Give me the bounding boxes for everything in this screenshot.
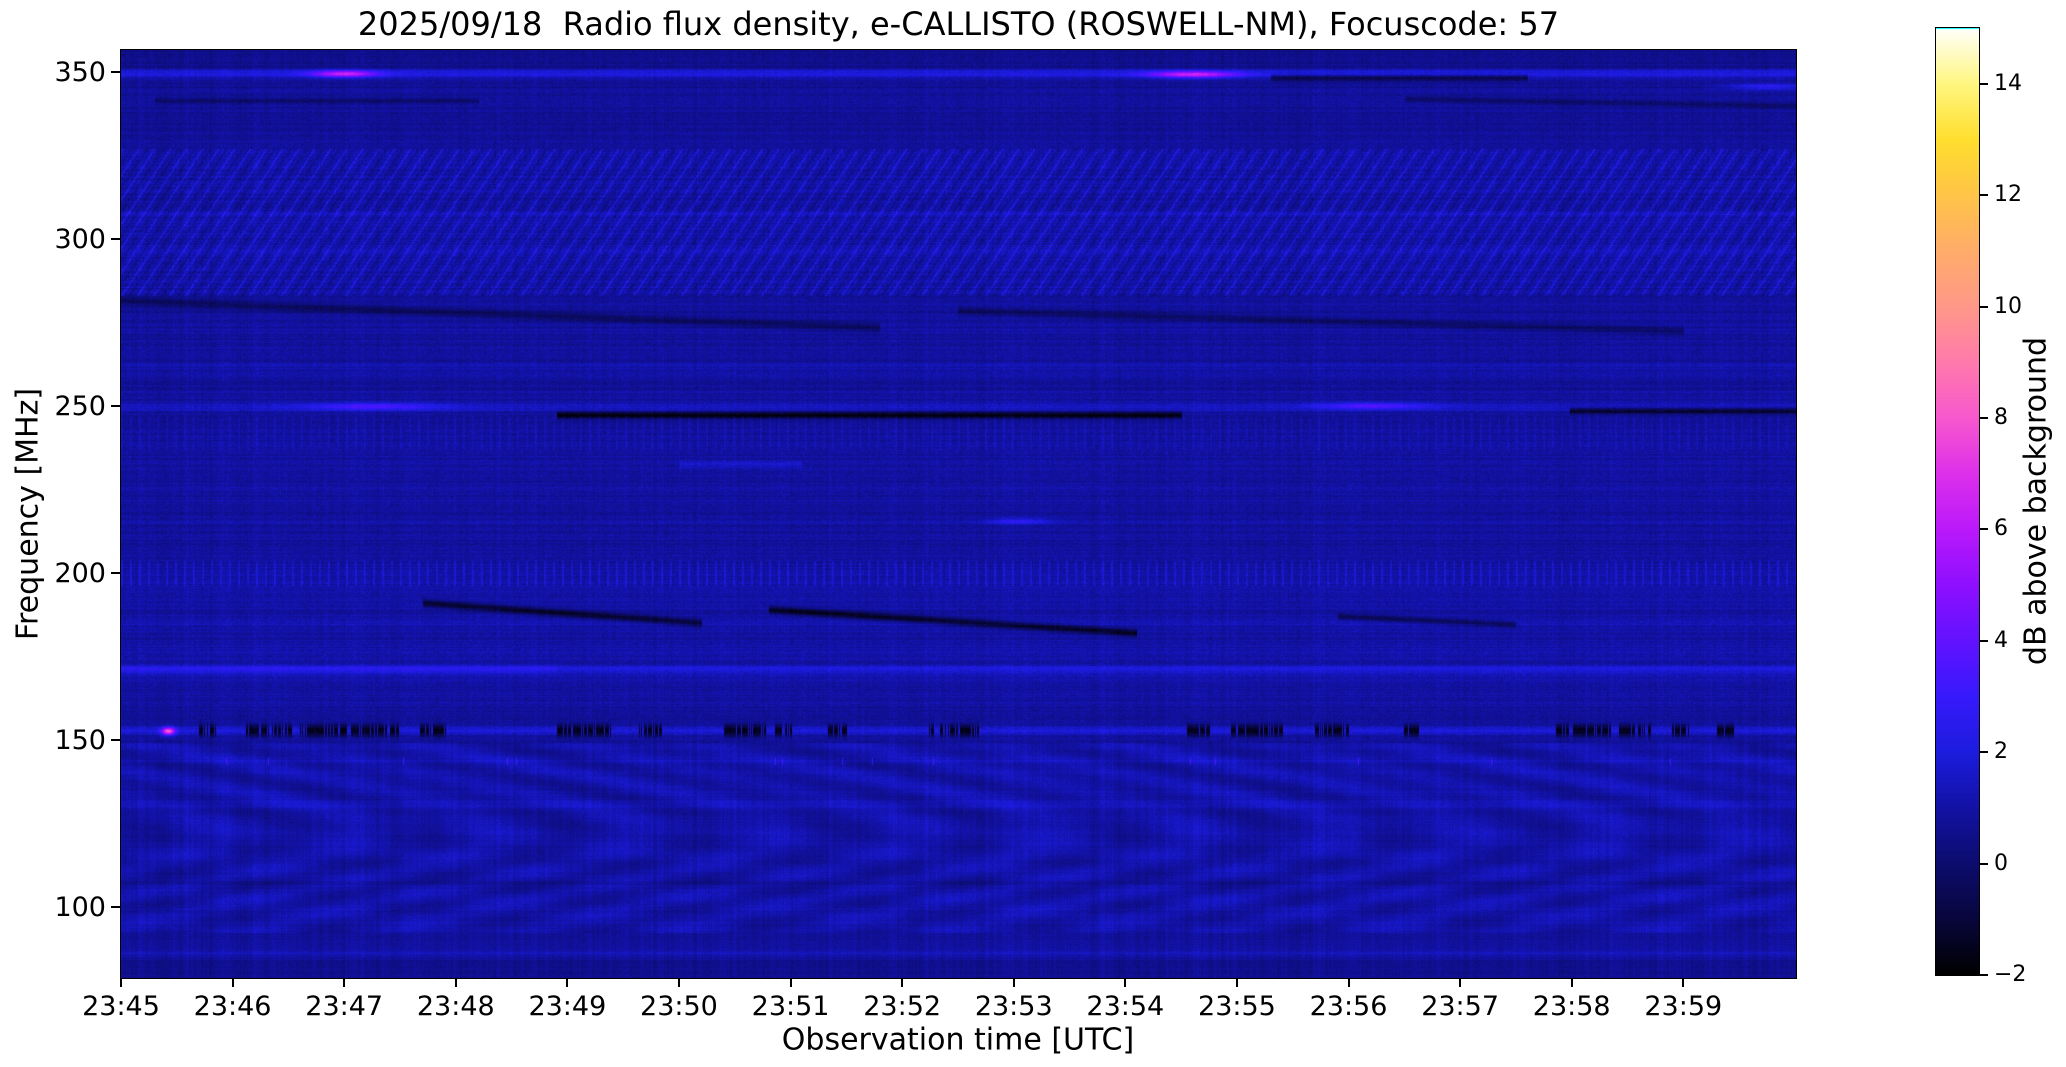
spectrogram-plot-area [120, 49, 1797, 979]
x-tick-label: 23:57 [1421, 991, 1499, 1022]
x-tick-label: 23:52 [863, 991, 942, 1022]
x-tick-label: 23:55 [1198, 991, 1276, 1022]
x-tick-mark [454, 978, 457, 987]
y-tick-label: 100 [54, 892, 106, 924]
colorbar-tick-label: 4 [1994, 627, 2008, 653]
y-tick-label: 250 [54, 391, 106, 423]
x-tick-label: 23:59 [1644, 991, 1723, 1022]
x-tick-mark [231, 978, 234, 987]
y-tick-mark [111, 405, 120, 408]
y-tick-mark [111, 238, 120, 241]
y-tick-mark [111, 906, 120, 909]
colorbar-tick-mark [1980, 862, 1988, 865]
colorbar-tick-mark [1980, 528, 1988, 531]
colorbar-tick-label: −2 [1994, 962, 2027, 987]
x-tick-mark [1570, 978, 1573, 987]
colorbar-tick-mark [1980, 305, 1988, 308]
y-tick-label: 150 [54, 725, 106, 757]
x-tick-label: 23:54 [1086, 991, 1165, 1022]
x-tick-label: 23:56 [1309, 991, 1388, 1022]
colorbar-tick-mark [1980, 416, 1988, 419]
y-tick-label: 200 [54, 558, 106, 590]
y-tick-mark [111, 739, 120, 742]
colorbar-tick-label: 2 [1994, 739, 2008, 765]
x-tick-mark [789, 978, 792, 987]
x-tick-mark [120, 978, 122, 987]
colorbar-tick-label: 8 [1994, 404, 2008, 430]
x-tick-label: 23:53 [974, 991, 1053, 1022]
colorbar-tick-mark [1980, 974, 1988, 976]
y-tick-label: 300 [54, 224, 106, 256]
x-tick-mark [1682, 978, 1685, 987]
x-tick-mark [1012, 978, 1015, 987]
colorbar-tick-mark [1980, 194, 1988, 197]
x-tick-mark [1124, 978, 1127, 987]
x-axis-label: Observation time [UTC] [781, 1022, 1135, 1058]
x-tick-label: 23:50 [640, 991, 718, 1022]
y-tick-mark [111, 71, 120, 74]
x-tick-label: 23:47 [305, 991, 384, 1022]
x-tick-mark [677, 978, 680, 987]
x-tick-label: 23:45 [82, 991, 160, 1022]
x-tick-mark [566, 978, 569, 987]
colorbar-tick-mark [1980, 751, 1988, 754]
x-tick-mark [1235, 978, 1238, 987]
x-tick-label: 23:48 [416, 991, 495, 1022]
colorbar-tick-label: 6 [1994, 516, 2008, 542]
colorbar-tick-label: 0 [1994, 850, 2008, 876]
colorbar-label: dB above background [2018, 336, 2054, 666]
colorbar-tick-label: 14 [1994, 70, 2022, 96]
y-tick-mark [111, 572, 120, 575]
x-tick-label: 23:49 [528, 991, 607, 1022]
x-tick-label: 23:58 [1532, 991, 1611, 1022]
chart-title: 2025/09/18 Radio flux density, e-CALLIST… [357, 5, 1560, 43]
spectrogram-canvas [121, 50, 1796, 978]
y-tick-label: 350 [54, 57, 106, 89]
colorbar [1935, 27, 1980, 976]
x-tick-mark [343, 978, 346, 987]
colorbar-tick-label: 10 [1994, 293, 2022, 319]
x-tick-mark [1347, 978, 1350, 987]
x-tick-label: 23:46 [193, 991, 272, 1022]
colorbar-tick-label: 12 [1994, 182, 2022, 208]
colorbar-canvas [1936, 28, 1979, 975]
x-tick-label: 23:51 [751, 991, 830, 1022]
x-tick-mark [1459, 978, 1462, 987]
x-tick-mark [901, 978, 904, 987]
y-axis-label: Frequency [MHz] [10, 387, 46, 641]
colorbar-tick-mark [1980, 82, 1988, 85]
colorbar-tick-mark [1980, 639, 1988, 642]
